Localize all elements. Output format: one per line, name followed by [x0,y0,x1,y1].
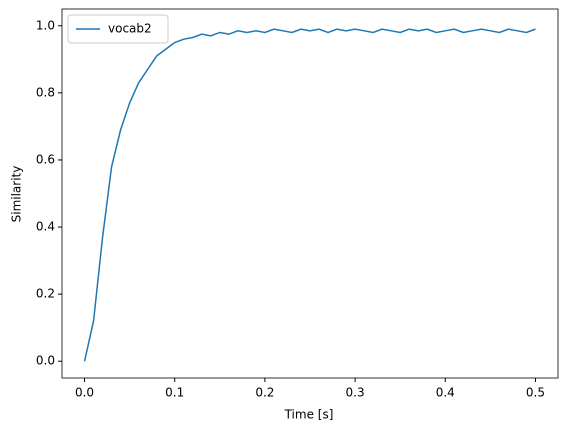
y-tick-label: 0.4 [36,220,55,234]
x-tick-label: 0.0 [75,386,94,400]
legend-box [67,14,169,44]
legend-label: vocab2 [108,22,152,36]
y-tick-label: 0.8 [36,85,55,99]
x-tick-label: 0.1 [165,386,184,400]
y-tick-label: 0.0 [36,354,55,368]
y-tick-label: 0.6 [36,152,55,166]
x-tick-label: 0.2 [255,386,274,400]
x-tick-label: 0.3 [346,386,365,400]
y-tick-label: 0.2 [36,287,55,301]
y-axis-label: Similarity [10,166,24,223]
x-tick-label: 0.4 [436,386,455,400]
y-tick-label: 1.0 [36,18,55,32]
line [83,28,536,362]
x-axis-label: Time [s] [284,408,334,422]
legend: vocab2 [67,14,169,44]
plot-frame [61,8,559,379]
x-tick-label: 0.5 [526,386,545,400]
